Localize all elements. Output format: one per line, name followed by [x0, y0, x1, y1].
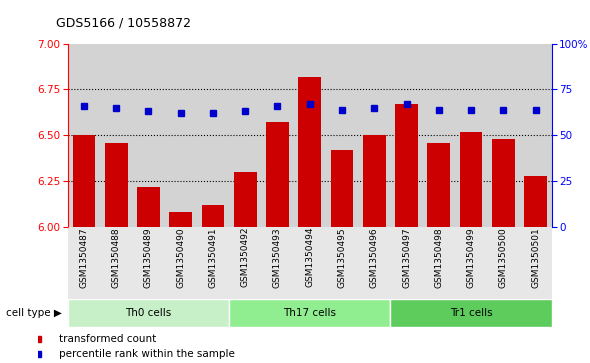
Bar: [105, 143, 127, 227]
Bar: [363, 135, 385, 227]
Text: GSM1350497: GSM1350497: [402, 227, 411, 287]
Bar: [132, 227, 165, 299]
Bar: [68, 299, 229, 327]
Text: transformed count: transformed count: [59, 334, 156, 344]
Bar: [519, 227, 552, 299]
Bar: [229, 299, 391, 327]
Text: GSM1350488: GSM1350488: [112, 227, 121, 287]
Bar: [266, 122, 289, 227]
Bar: [326, 227, 358, 299]
Bar: [395, 104, 418, 227]
Text: GSM1350499: GSM1350499: [467, 227, 476, 287]
Bar: [165, 227, 197, 299]
Text: cell type ▶: cell type ▶: [6, 308, 62, 318]
Bar: [492, 139, 514, 227]
Bar: [460, 131, 482, 227]
Bar: [358, 227, 391, 299]
Bar: [73, 135, 95, 227]
Text: Tr1 cells: Tr1 cells: [450, 308, 492, 318]
Bar: [100, 227, 132, 299]
Bar: [169, 212, 192, 227]
Text: GSM1350498: GSM1350498: [434, 227, 443, 287]
Bar: [229, 227, 261, 299]
Bar: [202, 205, 224, 227]
Text: GSM1350492: GSM1350492: [241, 227, 250, 287]
Bar: [391, 299, 552, 327]
Bar: [294, 227, 326, 299]
Bar: [428, 143, 450, 227]
Text: percentile rank within the sample: percentile rank within the sample: [59, 349, 235, 359]
Bar: [299, 77, 321, 227]
Bar: [234, 172, 257, 227]
Text: GSM1350487: GSM1350487: [80, 227, 88, 287]
Bar: [331, 150, 353, 227]
Bar: [422, 227, 455, 299]
Text: GDS5166 / 10558872: GDS5166 / 10558872: [56, 16, 191, 29]
Bar: [197, 227, 229, 299]
Bar: [137, 187, 160, 227]
Bar: [525, 176, 547, 227]
Text: GSM1350493: GSM1350493: [273, 227, 282, 287]
Text: GSM1350500: GSM1350500: [499, 227, 508, 287]
Text: GSM1350491: GSM1350491: [208, 227, 218, 287]
Bar: [68, 227, 100, 299]
Text: Th17 cells: Th17 cells: [283, 308, 336, 318]
Text: Th0 cells: Th0 cells: [125, 308, 172, 318]
Text: GSM1350494: GSM1350494: [305, 227, 314, 287]
Text: GSM1350489: GSM1350489: [144, 227, 153, 287]
Bar: [261, 227, 294, 299]
Bar: [487, 227, 519, 299]
Text: GSM1350490: GSM1350490: [176, 227, 185, 287]
Bar: [391, 227, 422, 299]
Text: GSM1350496: GSM1350496: [370, 227, 379, 287]
Text: GSM1350495: GSM1350495: [337, 227, 346, 287]
Bar: [455, 227, 487, 299]
Text: GSM1350501: GSM1350501: [531, 227, 540, 287]
